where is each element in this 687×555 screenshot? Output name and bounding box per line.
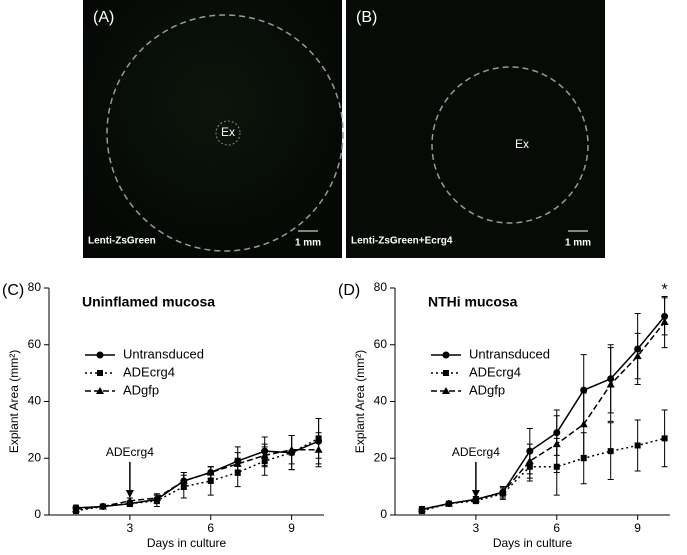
point bbox=[152, 493, 161, 501]
arrow-head bbox=[125, 490, 134, 498]
annotation: ADEcrg4 bbox=[106, 445, 154, 459]
point bbox=[260, 451, 269, 459]
x-tick-label: 9 bbox=[634, 521, 641, 535]
x-axis-label: Days in culture bbox=[493, 536, 573, 550]
y-tick-label: 20 bbox=[374, 450, 388, 464]
explant-core bbox=[215, 120, 241, 146]
micrograph-a: (A) Ex Lenti-ZsGreen 1 mm bbox=[83, 0, 344, 258]
point bbox=[498, 488, 507, 496]
y-tick-label: 0 bbox=[34, 507, 41, 521]
series-line bbox=[75, 448, 319, 511]
y-tick-label: 40 bbox=[374, 394, 388, 408]
point bbox=[125, 496, 134, 504]
point bbox=[179, 476, 188, 484]
y-tick-label: 80 bbox=[28, 280, 42, 294]
scale-label: 1 mm bbox=[565, 238, 591, 249]
legend-marker bbox=[96, 387, 104, 394]
y-tick-label: 40 bbox=[28, 394, 42, 408]
y-axis-label: Explant Area (mm²) bbox=[7, 350, 21, 453]
caption: Lenti-ZsGreen bbox=[88, 236, 156, 247]
point bbox=[471, 495, 480, 503]
point bbox=[606, 380, 615, 388]
panel-label: (C) bbox=[2, 282, 24, 299]
point bbox=[314, 445, 323, 453]
legend-marker bbox=[442, 351, 450, 359]
legend-marker bbox=[97, 370, 103, 376]
x-tick-label: 3 bbox=[127, 521, 134, 535]
explant-outline bbox=[106, 14, 344, 252]
y-tick-label: 60 bbox=[374, 337, 388, 351]
point bbox=[660, 318, 669, 326]
panel-label: (D) bbox=[338, 282, 360, 299]
center-label: Ex bbox=[515, 137, 529, 151]
legend-label: Untransduced bbox=[469, 346, 550, 361]
point bbox=[444, 499, 453, 507]
panel-label: (A) bbox=[93, 9, 114, 26]
image bbox=[346, 0, 605, 258]
legend-label: ADgfp bbox=[469, 382, 505, 397]
y-tick-label: 0 bbox=[380, 507, 387, 521]
point bbox=[633, 352, 642, 360]
y-tick-label: 80 bbox=[374, 280, 388, 294]
point bbox=[98, 502, 107, 510]
significance: * bbox=[661, 282, 667, 299]
point bbox=[552, 440, 561, 448]
point bbox=[661, 435, 668, 442]
x-axis-label: Days in culture bbox=[147, 536, 227, 550]
x-tick-label: 6 bbox=[207, 521, 214, 535]
image bbox=[83, 0, 342, 258]
legend-marker bbox=[96, 351, 104, 359]
legend-label: Untransduced bbox=[123, 346, 204, 361]
point bbox=[580, 455, 587, 462]
chart-title: NTHi mucosa bbox=[428, 294, 518, 310]
point bbox=[634, 442, 641, 449]
point bbox=[233, 459, 242, 467]
series-line bbox=[421, 315, 666, 511]
x-tick-label: 6 bbox=[553, 521, 560, 535]
point bbox=[71, 505, 80, 513]
y-tick-label: 60 bbox=[28, 337, 42, 351]
point bbox=[579, 420, 588, 428]
series-line bbox=[75, 437, 319, 512]
point bbox=[580, 386, 588, 394]
chart-title: Uninflamed mucosa bbox=[82, 294, 215, 310]
legend-marker bbox=[442, 387, 450, 394]
point bbox=[417, 505, 426, 513]
legend-label: ADgfp bbox=[123, 382, 159, 397]
series-line bbox=[421, 321, 666, 511]
point bbox=[525, 457, 534, 465]
center-label: Ex bbox=[221, 125, 235, 139]
scale-label: 1 mm bbox=[295, 238, 321, 249]
x-tick-label: 3 bbox=[473, 521, 480, 535]
panel-label: (B) bbox=[356, 9, 377, 26]
y-axis-label: Explant Area (mm²) bbox=[353, 350, 367, 453]
micrograph-b: (B) Ex Lenti-ZsGreen+Ecrg4 1 mm bbox=[346, 0, 605, 258]
explant-outline bbox=[431, 66, 589, 224]
legend-label: ADEcrg4 bbox=[469, 364, 521, 379]
legend-label: ADEcrg4 bbox=[123, 364, 175, 379]
y-tick-label: 20 bbox=[28, 450, 42, 464]
point bbox=[206, 468, 215, 476]
x-tick-label: 9 bbox=[288, 521, 295, 535]
arrow-head bbox=[471, 490, 480, 498]
point bbox=[287, 445, 296, 453]
annotation: ADEcrg4 bbox=[452, 445, 500, 459]
caption: Lenti-ZsGreen+Ecrg4 bbox=[351, 236, 453, 247]
legend-marker bbox=[443, 370, 449, 376]
point bbox=[207, 477, 214, 484]
point bbox=[607, 448, 614, 455]
